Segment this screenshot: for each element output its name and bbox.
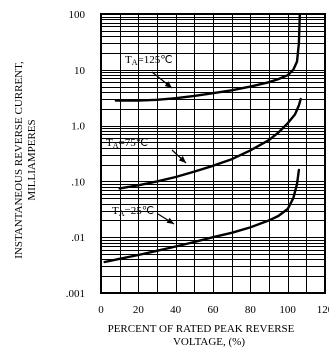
x-tick-label: 40 — [170, 304, 182, 316]
grid — [101, 14, 325, 293]
series-curve-0 — [114, 14, 301, 102]
series-arrowhead-1 — [178, 156, 186, 163]
series-curve-2 — [103, 168, 301, 264]
x-axis-title-line2: VOLTAGE, (%) — [173, 336, 245, 348]
series-curve-1 — [118, 97, 302, 190]
series-label-2: TA=25℃ — [112, 205, 154, 218]
x-tick-label: 20 — [133, 304, 145, 316]
y-tick-label: 100 — [69, 9, 86, 21]
y-tick-label: .001 — [66, 288, 85, 300]
series-annotations: TA=125℃ TA=75℃ TA=25℃ — [106, 54, 187, 225]
series-arrowhead-2 — [166, 217, 174, 224]
y-tick-labels: .001 .01 .10 1.0 10 100 — [66, 9, 86, 300]
x-tick-label: 60 — [208, 304, 220, 316]
x-tick-label: 100 — [279, 304, 296, 316]
x-tick-label: 0 — [98, 304, 104, 316]
y-axis-title-line1: INSTANTANEOUS REVERSE CURRENT, — [13, 61, 25, 259]
y-tick-label: .10 — [71, 176, 85, 188]
series-label-1: TA=75℃ — [106, 137, 148, 150]
y-axis-title-line2: MILLIAMPERES — [26, 119, 38, 200]
y-tick-label: .01 — [71, 232, 85, 244]
x-tick-labels: 0 20 40 60 80 100 120 — [98, 304, 329, 316]
series-label-0: TA=125℃ — [125, 54, 173, 67]
y-tick-label: 1.0 — [71, 121, 85, 133]
x-tick-label: 80 — [245, 304, 257, 316]
x-tick-label: 120 — [317, 304, 329, 316]
y-tick-label: 10 — [74, 65, 86, 77]
series-arrowhead-0 — [164, 81, 172, 88]
series-curves — [103, 14, 302, 264]
x-axis-title-line1: PERCENT OF RATED PEAK REVERSE — [108, 323, 295, 335]
plot-frame — [100, 13, 326, 294]
